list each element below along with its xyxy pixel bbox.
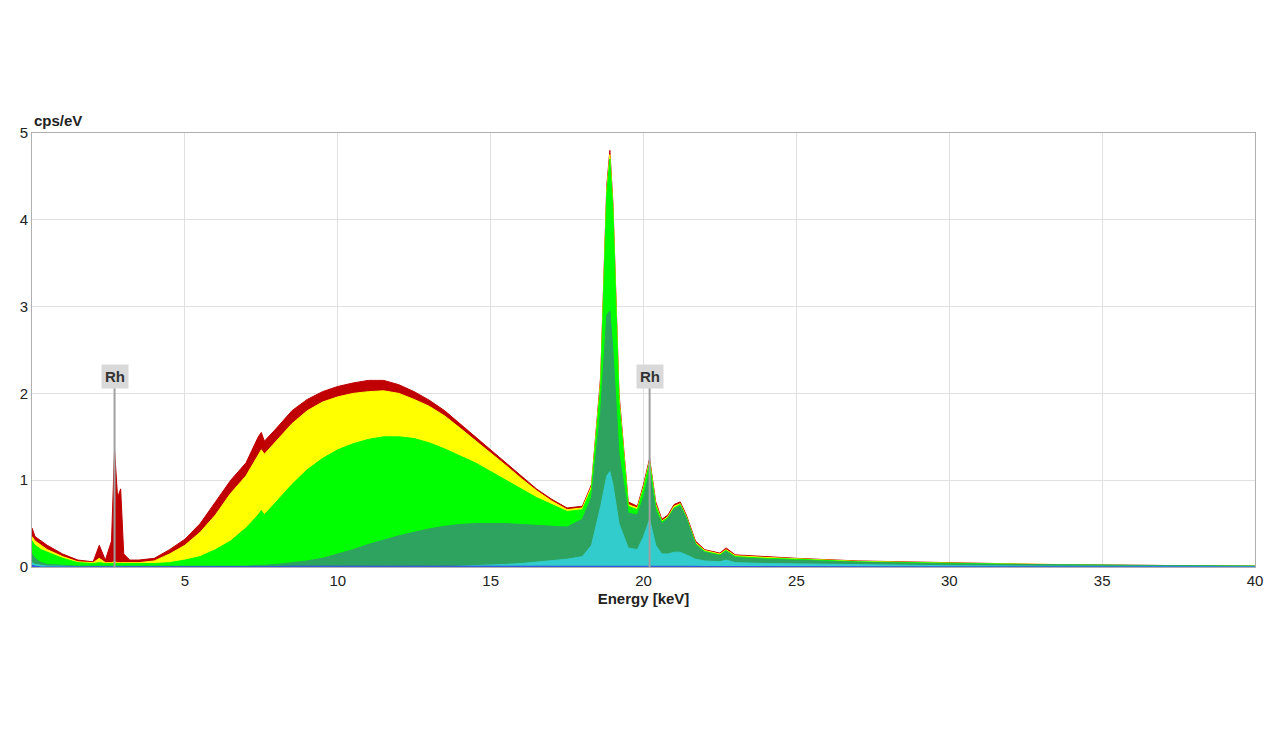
- svg-text:35: 35: [1094, 572, 1111, 589]
- svg-text:2: 2: [20, 385, 28, 402]
- svg-text:Rh: Rh: [640, 368, 660, 385]
- svg-text:Energy [keV]: Energy [keV]: [598, 590, 690, 607]
- svg-text:1: 1: [20, 471, 28, 488]
- svg-text:30: 30: [941, 572, 958, 589]
- svg-text:5: 5: [20, 124, 28, 141]
- svg-text:3: 3: [20, 298, 28, 315]
- svg-text:cps/eV: cps/eV: [34, 112, 82, 129]
- svg-text:0: 0: [20, 558, 28, 575]
- svg-text:15: 15: [482, 572, 499, 589]
- svg-text:Rh: Rh: [105, 368, 125, 385]
- svg-text:4: 4: [20, 211, 28, 228]
- svg-text:40: 40: [1247, 572, 1264, 589]
- svg-text:5: 5: [181, 572, 189, 589]
- svg-text:20: 20: [635, 572, 652, 589]
- svg-text:10: 10: [329, 572, 346, 589]
- svg-text:25: 25: [788, 572, 805, 589]
